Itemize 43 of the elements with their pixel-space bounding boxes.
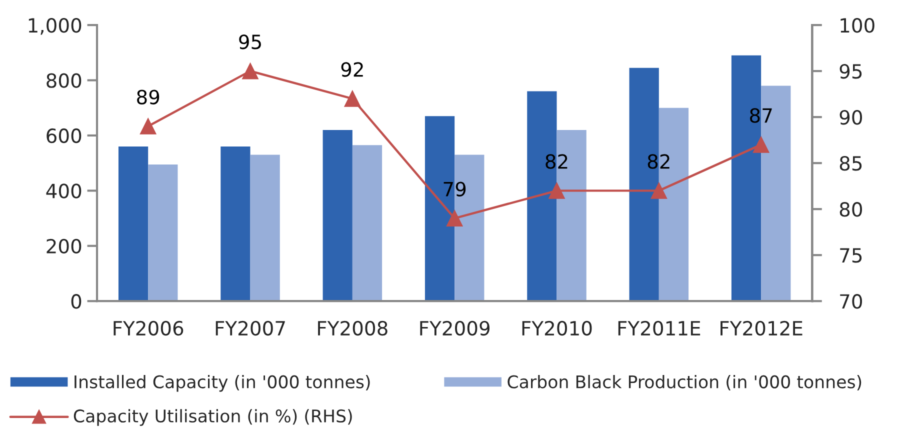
y2-tick-label: 90 bbox=[840, 110, 862, 125]
data-label: 79 bbox=[444, 182, 466, 196]
y-tick-label: 200 bbox=[46, 238, 82, 254]
bar bbox=[322, 130, 352, 302]
data-label: 89 bbox=[137, 90, 160, 104]
x-tick-label: FY2007 bbox=[216, 320, 285, 336]
x-tick-label: FY2011E bbox=[618, 320, 700, 336]
data-label: 82 bbox=[648, 154, 670, 169]
y-tick-label: 600 bbox=[46, 128, 82, 144]
point bbox=[650, 182, 668, 199]
x-tick-label: FY2010 bbox=[522, 320, 592, 336]
point bbox=[752, 136, 770, 153]
bar bbox=[220, 146, 250, 302]
point bbox=[548, 182, 565, 199]
y-tick-label: 800 bbox=[46, 73, 82, 88]
data-label: 95 bbox=[239, 34, 261, 50]
legend-label: Capacity Utilisation (in %) (RHS) bbox=[74, 409, 352, 426]
point bbox=[446, 210, 463, 226]
x-tick-label: FY2006 bbox=[114, 320, 184, 336]
y2-tick-label: 85 bbox=[840, 156, 862, 171]
point bbox=[242, 62, 258, 80]
bar bbox=[118, 146, 148, 302]
x-tick-label: FY2009 bbox=[420, 320, 490, 336]
x-tick-label: FY2012E bbox=[720, 320, 802, 336]
data-label: 82 bbox=[546, 154, 568, 169]
y2-tick-label: 95 bbox=[840, 64, 862, 79]
y2-tick-label: 80 bbox=[840, 202, 862, 217]
y2-tick-label: 75 bbox=[840, 248, 862, 263]
y-tick-label: 400 bbox=[46, 184, 82, 198]
legend-label: Installed Capacity (in '000 tonnes) bbox=[74, 374, 370, 392]
bar bbox=[148, 164, 178, 302]
y2-tick-label: 100 bbox=[840, 18, 874, 33]
point bbox=[344, 90, 361, 107]
x-tick-label: FY2008 bbox=[318, 320, 388, 336]
data-label: 87 bbox=[750, 108, 772, 123]
bar bbox=[250, 154, 280, 302]
y-tick-label: 0 bbox=[71, 294, 82, 309]
bar bbox=[352, 145, 382, 302]
y2-tick-label: 70 bbox=[840, 294, 862, 309]
point bbox=[140, 118, 156, 134]
y-tick-label: 1,000 bbox=[28, 18, 82, 35]
legend-label: Carbon Black Production (in '000 tonnes) bbox=[508, 374, 862, 390]
data-label: 92 bbox=[341, 62, 363, 77]
